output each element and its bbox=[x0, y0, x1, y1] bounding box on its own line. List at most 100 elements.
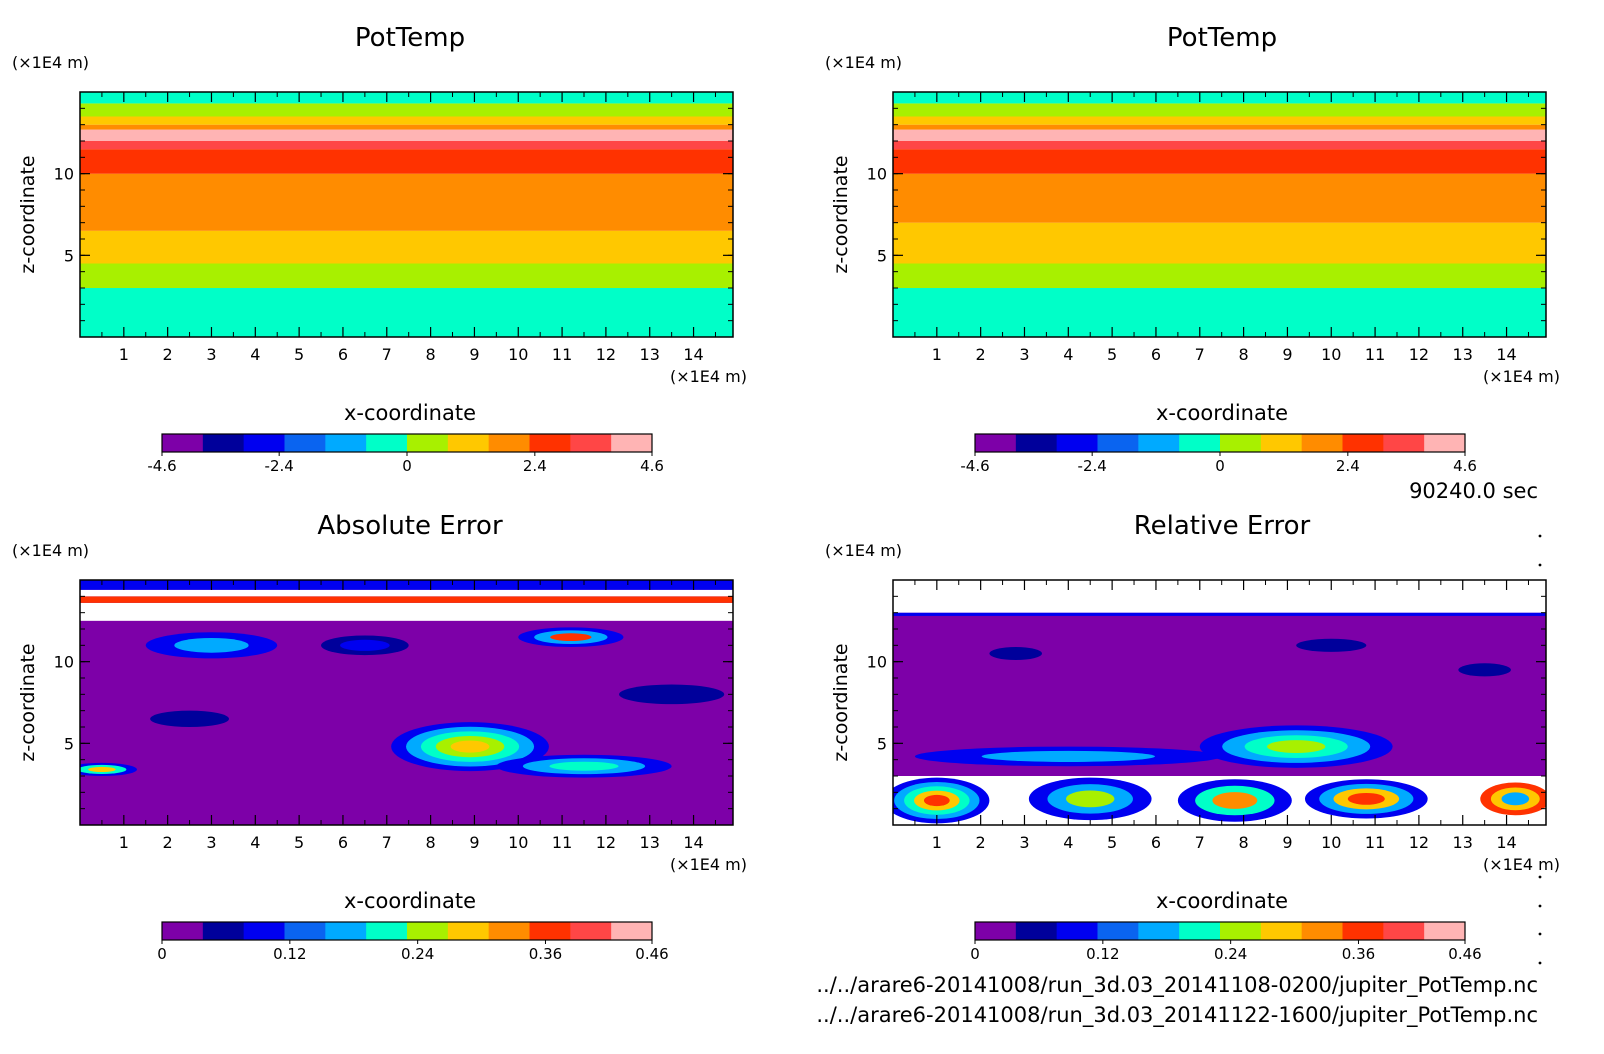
y-tick-label: 10 bbox=[867, 165, 887, 184]
contour-band-1 bbox=[893, 288, 1546, 337]
file-path-2: ../../arare6-20141008/run_3d.03_20141122… bbox=[816, 1003, 1538, 1028]
colorbar-swatch-10 bbox=[529, 922, 571, 940]
colorbar-swatch-1 bbox=[975, 434, 1017, 452]
x-tick-label: 6 bbox=[1151, 833, 1161, 852]
x-tick-label: 7 bbox=[1195, 345, 1205, 364]
x-tick-label: 5 bbox=[1107, 833, 1117, 852]
colorbar-swatch-10 bbox=[1342, 922, 1384, 940]
colorbar: 0 0.12 0.24 0.36 0.46 bbox=[157, 921, 669, 963]
contour-blob-10-1 bbox=[1458, 663, 1511, 677]
x-unit-label: (×1E4 m) bbox=[670, 855, 747, 874]
colorbar-swatch-9 bbox=[488, 434, 530, 452]
colorbar-tick-label: 0.46 bbox=[1448, 945, 1481, 963]
colorbar-frame bbox=[161, 921, 653, 941]
colorbar-swatch-11 bbox=[1383, 434, 1425, 452]
colorbar-swatch-1 bbox=[162, 922, 204, 940]
colorbar-swatch-6 bbox=[366, 434, 408, 452]
contour-blob-9-1 bbox=[1296, 638, 1367, 652]
panel-title: Relative Error bbox=[1134, 511, 1311, 541]
colorbar-swatch-7 bbox=[407, 922, 449, 940]
x-tick-label: 14 bbox=[1496, 345, 1516, 364]
colorbar-tick-label: 2.4 bbox=[1336, 457, 1360, 475]
colorbar-swatch-2 bbox=[1015, 434, 1058, 452]
colorbar-swatch-9 bbox=[488, 922, 530, 940]
x-unit-label: (×1E4 m) bbox=[670, 367, 747, 386]
x-unit-label: (×1E4 m) bbox=[1483, 367, 1560, 386]
colorbar-swatch-12 bbox=[1424, 922, 1466, 940]
x-tick-label: 2 bbox=[976, 345, 986, 364]
x-tick-label: 10 bbox=[1321, 345, 1341, 364]
contour-band-4 bbox=[893, 173, 1546, 223]
x-tick-label: 10 bbox=[508, 345, 528, 364]
x-tick-label: 6 bbox=[338, 833, 348, 852]
x-tick-label: 12 bbox=[596, 833, 616, 852]
contour-band-1 bbox=[80, 288, 733, 337]
colorbar-swatch-4 bbox=[284, 922, 326, 940]
file-path-1: ../../arare6-20141008/run_3d.03_20141108… bbox=[816, 973, 1538, 998]
colorbar-swatch-11 bbox=[1383, 922, 1425, 940]
contour-blob-5-3 bbox=[88, 766, 116, 773]
colorbar-tick-label: -4.6 bbox=[960, 457, 989, 475]
contour-blob-3-3 bbox=[550, 633, 592, 642]
colorbar-swatch-7 bbox=[407, 434, 449, 452]
colorbar-swatch-8 bbox=[1260, 434, 1303, 452]
colorbar-tick-label: -2.4 bbox=[1078, 457, 1107, 475]
colorbar-tick-label: 0.24 bbox=[1214, 945, 1247, 963]
x-tick-label: 12 bbox=[1409, 345, 1429, 364]
margin-dot bbox=[1538, 932, 1542, 936]
contour-band-5 bbox=[80, 149, 733, 174]
colorbar-swatch-10 bbox=[529, 434, 571, 452]
panel-title: Absolute Error bbox=[317, 511, 503, 541]
colorbar: 0 0.12 0.24 0.36 0.46 bbox=[970, 921, 1482, 963]
x-tick-label: 14 bbox=[683, 345, 703, 364]
contour-band-4 bbox=[80, 173, 733, 231]
contour-band-11 bbox=[893, 92, 1546, 104]
colorbar-swatch-6 bbox=[1179, 922, 1221, 940]
x-tick-label: 6 bbox=[338, 345, 348, 364]
colorbar-tick-label: 0.24 bbox=[401, 945, 434, 963]
x-axis-label: x-coordinate bbox=[344, 401, 476, 425]
x-tick-label: 10 bbox=[1321, 833, 1341, 852]
time-label: 90240.0 sec bbox=[1409, 479, 1538, 503]
contour-blob-7-1 bbox=[150, 710, 230, 727]
colorbar-swatch-2 bbox=[202, 434, 245, 452]
x-tick-label: 8 bbox=[426, 833, 436, 852]
x-tick-label: 7 bbox=[382, 833, 392, 852]
x-tick-label: 14 bbox=[683, 833, 703, 852]
x-tick-label: 4 bbox=[1063, 833, 1073, 852]
contour-band-10 bbox=[80, 103, 733, 117]
plot-area-4 bbox=[893, 580, 1546, 825]
contour-band-6 bbox=[80, 141, 733, 150]
colorbar-swatch-6 bbox=[1179, 434, 1221, 452]
y-unit-label: (×1E4 m) bbox=[825, 53, 902, 72]
plot-frame bbox=[79, 579, 734, 826]
contour-blob-2-3 bbox=[549, 761, 619, 771]
colorbar-swatch-12 bbox=[1424, 434, 1466, 452]
plot-area-1 bbox=[80, 92, 733, 337]
colorbar: -4.6 -2.4 0 2.4 4.6 bbox=[147, 433, 664, 475]
x-tick-label: 11 bbox=[1365, 345, 1385, 364]
contour-band-7 bbox=[80, 129, 733, 141]
contour-blob-1-5 bbox=[450, 740, 490, 753]
colorbar-swatch-9 bbox=[1301, 434, 1343, 452]
colorbar: -4.6 -2.4 0 2.4 4.6 bbox=[960, 433, 1477, 475]
colorbar-swatch-4 bbox=[1097, 434, 1139, 452]
x-tick-label: 1 bbox=[932, 345, 942, 364]
x-tick-label: 3 bbox=[1019, 833, 1029, 852]
x-axis-label: x-coordinate bbox=[344, 889, 476, 913]
x-tick-label: 4 bbox=[250, 345, 260, 364]
x-tick-label: 8 bbox=[1239, 833, 1249, 852]
x-axis-label: x-coordinate bbox=[1156, 889, 1288, 913]
colorbar-swatch-3 bbox=[243, 922, 285, 940]
x-tick-label: 7 bbox=[1195, 833, 1205, 852]
x-tick-label: 13 bbox=[1453, 833, 1473, 852]
x-tick-label: 11 bbox=[552, 345, 572, 364]
colorbar-tick-label: 4.6 bbox=[1453, 457, 1477, 475]
colorbar-swatch-12 bbox=[611, 922, 653, 940]
x-tick-label: 6 bbox=[1151, 345, 1161, 364]
y-axis-label: z-coordinate bbox=[17, 643, 39, 761]
